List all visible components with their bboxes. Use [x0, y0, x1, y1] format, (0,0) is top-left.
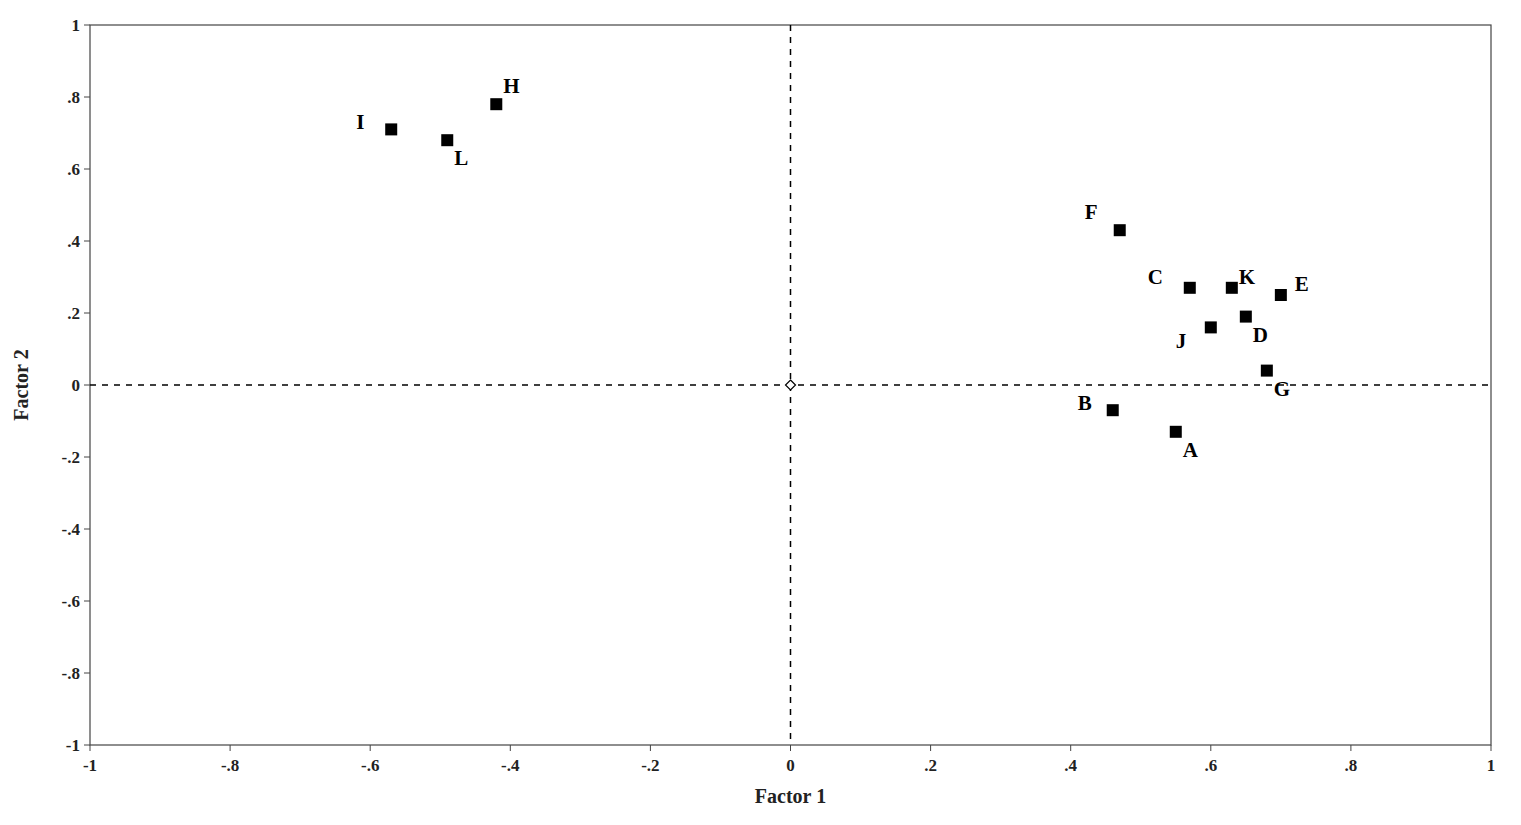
- point-label: E: [1295, 272, 1309, 296]
- y-tick: [84, 169, 90, 170]
- x-tick: [1070, 745, 1071, 751]
- y-tick-label: .6: [67, 160, 80, 179]
- origin-marker: [786, 380, 796, 390]
- x-tick: [1210, 745, 1211, 751]
- y-tick: [84, 745, 90, 746]
- y-tick: [84, 673, 90, 674]
- y-tick-label: 0: [72, 376, 81, 395]
- x-tick-label: -.4: [501, 756, 520, 775]
- y-tick: [84, 241, 90, 242]
- y-tick-label: -.4: [62, 520, 81, 539]
- x-tick-label: 1: [1487, 756, 1496, 775]
- y-tick-label: -.2: [62, 448, 80, 467]
- x-tick-label: -.2: [641, 756, 659, 775]
- point: [1261, 365, 1273, 377]
- x-tick: [1350, 745, 1351, 751]
- y-tick-label: -1: [66, 736, 80, 755]
- point: [1184, 282, 1196, 294]
- point: [441, 134, 453, 146]
- x-tick-label: -1: [83, 756, 97, 775]
- y-tick: [84, 385, 90, 386]
- y-tick-label: .8: [67, 88, 80, 107]
- point-label: J: [1176, 329, 1187, 353]
- x-tick-label: .6: [1204, 756, 1217, 775]
- chart: -1 -.8 -.6 -.4 -.2 0 .2 .4 .6 .8 1 -1 -.8 -.6 -.4 -.2 0.…: [0, 0, 1521, 825]
- x-axis-label: Factor 1: [755, 785, 826, 807]
- y-tick-label: .4: [67, 232, 80, 251]
- point: [1114, 224, 1126, 236]
- point: [1170, 426, 1182, 438]
- point: [1226, 282, 1238, 294]
- plot-area: [90, 25, 1491, 745]
- x-tick-label: -.6: [361, 756, 379, 775]
- point-label: C: [1148, 265, 1163, 289]
- point-label: G: [1274, 377, 1290, 401]
- y-tick: [84, 313, 90, 314]
- y-tick-label: .2: [67, 304, 80, 323]
- x-tick: [650, 745, 651, 751]
- y-axis: -1 -.8 -.6 -.4 -.2 0 .2 .4 .6 .8 1: [62, 16, 90, 755]
- x-tick: [510, 745, 511, 751]
- point-label: L: [454, 146, 468, 170]
- y-tick: [84, 25, 90, 26]
- x-tick: [790, 745, 791, 751]
- point: [385, 123, 397, 135]
- plot-frame: [90, 25, 1491, 745]
- point: [1240, 311, 1252, 323]
- point-label: K: [1239, 265, 1256, 289]
- y-axis-label: Factor 2: [10, 349, 32, 420]
- point-label: H: [503, 74, 519, 98]
- x-tick: [90, 745, 91, 751]
- point-label: F: [1085, 200, 1098, 224]
- y-tick-label: 1: [72, 16, 81, 35]
- point-label: I: [356, 110, 364, 134]
- y-tick-label: -.8: [62, 664, 80, 683]
- x-tick: [370, 745, 371, 751]
- x-tick: [930, 745, 931, 751]
- y-tick-label: -.6: [62, 592, 80, 611]
- x-axis: -1 -.8 -.6 -.4 -.2 0 .2 .4 .6 .8 1: [83, 745, 1495, 775]
- x-tick-label: 0: [786, 756, 795, 775]
- point-labels: A B C D E F G H I J K L: [356, 74, 1309, 462]
- y-tick: [84, 529, 90, 530]
- x-tick-label: .8: [1345, 756, 1358, 775]
- point: [1275, 289, 1287, 301]
- point: [1205, 321, 1217, 333]
- x-tick-label: -.8: [221, 756, 239, 775]
- point: [1107, 404, 1119, 416]
- point: [490, 98, 502, 110]
- x-tick-label: .4: [1064, 756, 1077, 775]
- point-label: B: [1078, 391, 1092, 415]
- y-tick: [84, 97, 90, 98]
- x-tick: [1491, 745, 1492, 751]
- point-label: D: [1253, 323, 1268, 347]
- x-tick-label: .2: [924, 756, 937, 775]
- x-tick: [230, 745, 231, 751]
- y-tick: [84, 457, 90, 458]
- point-label: A: [1183, 438, 1199, 462]
- y-tick: [84, 601, 90, 602]
